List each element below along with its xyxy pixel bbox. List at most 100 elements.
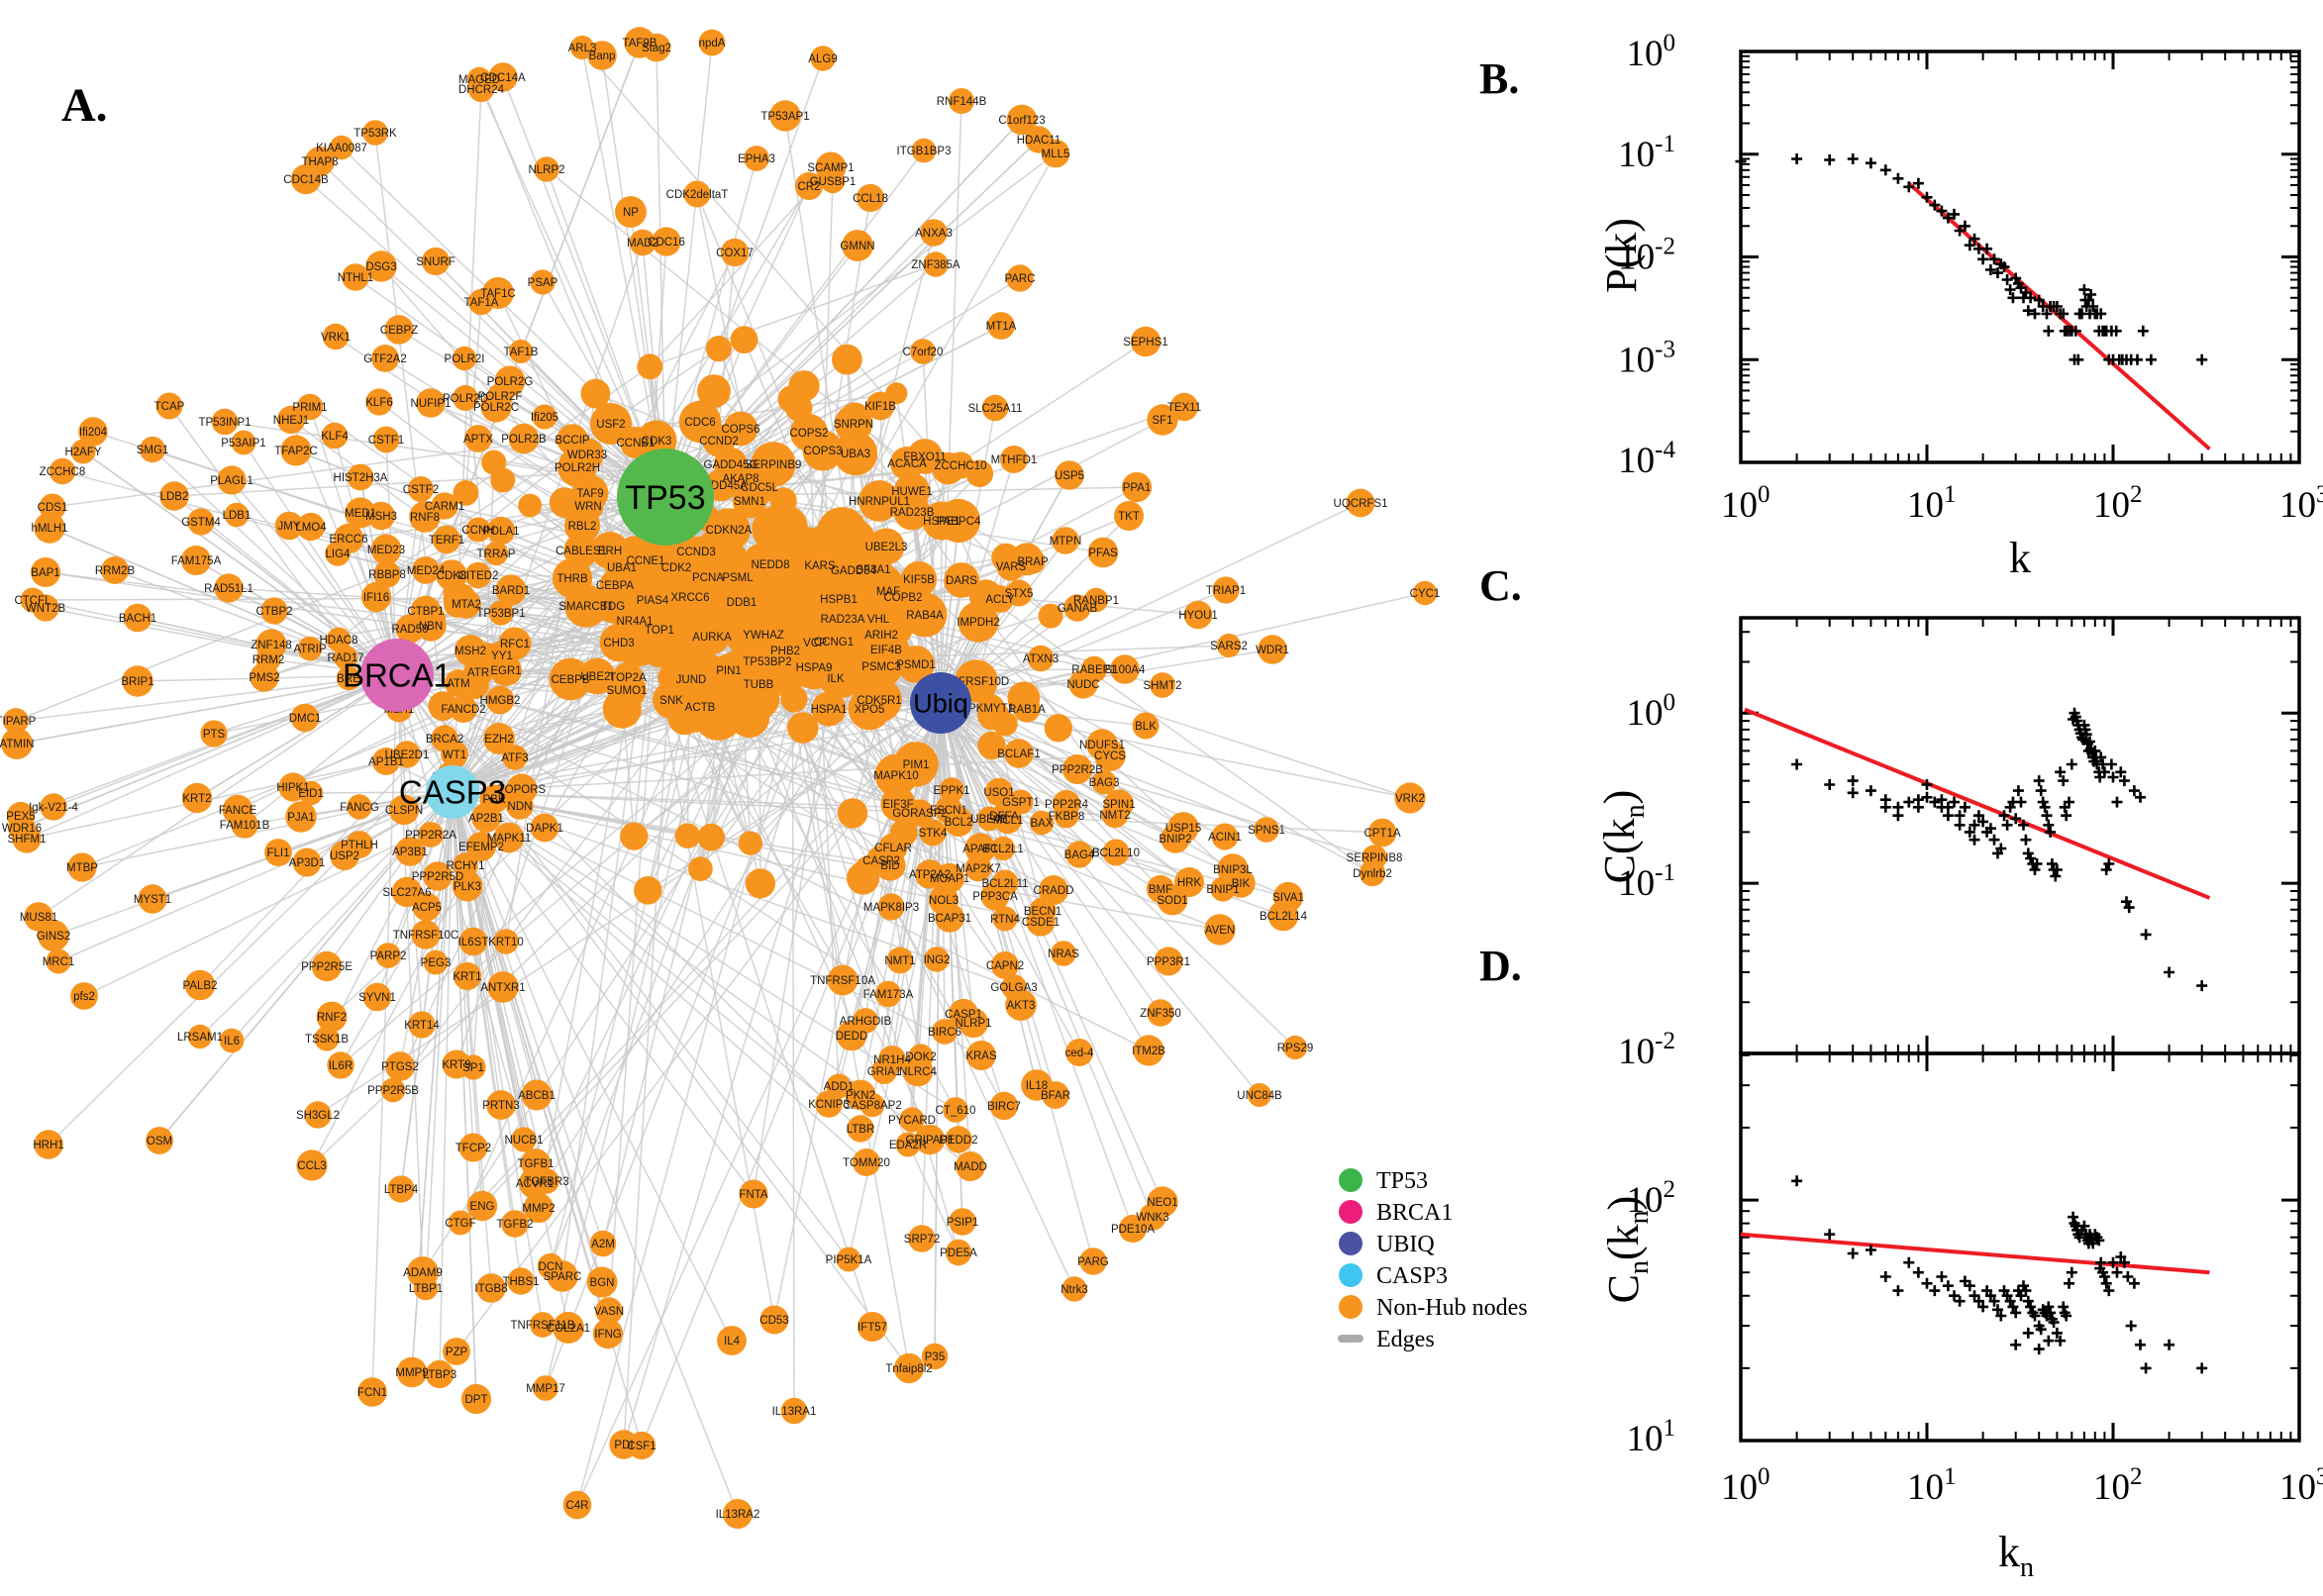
network-node[interactable] [919,819,947,847]
network-node[interactable] [836,1020,867,1051]
network-node[interactable] [744,146,769,171]
network-node[interactable] [780,1397,808,1425]
network-node[interactable] [1026,907,1056,937]
network-node[interactable] [856,183,885,213]
network-node[interactable] [408,476,434,502]
network-node[interactable] [370,534,402,565]
network-node[interactable] [1000,446,1028,473]
network-node[interactable] [1258,635,1287,664]
network-node[interactable] [842,230,873,261]
network-node[interactable] [373,560,401,588]
network-node[interactable] [297,636,323,661]
network-node[interactable] [1068,669,1098,699]
network-node[interactable] [395,837,425,866]
network-node[interactable] [290,703,320,733]
network-node[interactable] [1079,1247,1107,1275]
network-node[interactable] [501,1210,529,1238]
network-node[interactable] [886,947,914,974]
network-node[interactable] [260,597,288,625]
network-node[interactable] [1,728,33,759]
network-node[interactable] [49,457,76,485]
network-node[interactable] [956,1151,985,1181]
network-node[interactable] [935,903,964,933]
network-node[interactable] [101,556,129,584]
network-node[interactable] [589,1230,617,1257]
network-node[interactable] [464,561,492,589]
network-node[interactable] [1282,1035,1308,1060]
hub-node-tp53[interactable] [617,449,714,546]
network-node[interactable] [877,893,905,921]
network-node[interactable] [922,501,961,541]
network-node[interactable] [464,425,492,452]
network-node[interactable] [939,777,964,803]
network-node[interactable] [365,388,393,416]
network-node[interactable] [1150,672,1175,698]
network-node[interactable] [1042,1081,1069,1109]
network-node[interactable] [423,861,453,891]
network-node[interactable] [443,1338,470,1365]
network-node[interactable] [587,41,617,70]
network-node[interactable] [416,388,446,418]
network-node[interactable] [1006,104,1038,136]
network-node[interactable] [944,807,973,837]
network-node[interactable] [384,315,414,345]
network-node[interactable] [794,171,824,201]
network-node[interactable] [847,1115,874,1143]
network-node[interactable] [3,708,29,734]
network-node[interactable] [980,881,1010,911]
network-node[interactable] [1183,600,1213,630]
network-node[interactable] [1154,947,1183,976]
network-node[interactable] [815,1090,843,1118]
network-node[interactable] [480,391,512,423]
network-node[interactable] [511,1127,537,1152]
network-node[interactable] [749,543,792,586]
network-node[interactable] [797,543,843,588]
network-node[interactable] [981,394,1009,422]
network-node[interactable] [217,465,247,495]
network-node[interactable] [508,423,540,454]
network-node[interactable] [818,660,854,696]
network-node[interactable] [502,745,528,770]
network-node[interactable] [362,982,392,1012]
network-node[interactable] [321,422,349,449]
network-node[interactable] [743,668,774,700]
network-node[interactable] [450,695,477,723]
network-node[interactable] [563,507,601,545]
network-node[interactable] [920,219,948,247]
network-node[interactable] [1346,488,1375,518]
network-node[interactable] [698,29,726,56]
network-node[interactable] [371,345,399,372]
network-node[interactable] [1039,875,1068,905]
network-node[interactable] [720,238,750,267]
network-node[interactable] [159,481,189,511]
network-node[interactable] [874,753,918,797]
network-node[interactable] [1055,460,1084,490]
network-node[interactable] [1169,392,1199,422]
network-node[interactable] [365,250,397,282]
network-node[interactable] [298,780,324,806]
network-node[interactable] [372,748,400,775]
network-node[interactable] [1254,817,1279,843]
network-node[interactable] [943,1097,968,1123]
network-node[interactable] [530,269,556,295]
network-node[interactable] [200,720,228,748]
network-node[interactable] [521,1079,553,1111]
network-node[interactable] [412,556,440,584]
network-node[interactable] [460,1054,486,1080]
network-node[interactable] [934,862,965,894]
network-node[interactable] [1114,501,1144,531]
network-node[interactable] [669,576,711,618]
network-node[interactable] [452,870,483,902]
network-node[interactable] [276,405,306,435]
network-node[interactable] [712,653,746,687]
network-node[interactable] [977,694,1005,722]
network-node[interactable] [723,1499,753,1529]
network-node[interactable] [902,592,948,638]
network-node[interactable] [38,920,69,951]
network-node[interactable] [231,811,258,839]
network-node[interactable] [506,792,534,820]
network-node[interactable] [211,408,239,436]
network-node[interactable] [932,1019,958,1045]
network-node[interactable] [347,463,374,491]
network-node[interactable] [874,980,902,1008]
